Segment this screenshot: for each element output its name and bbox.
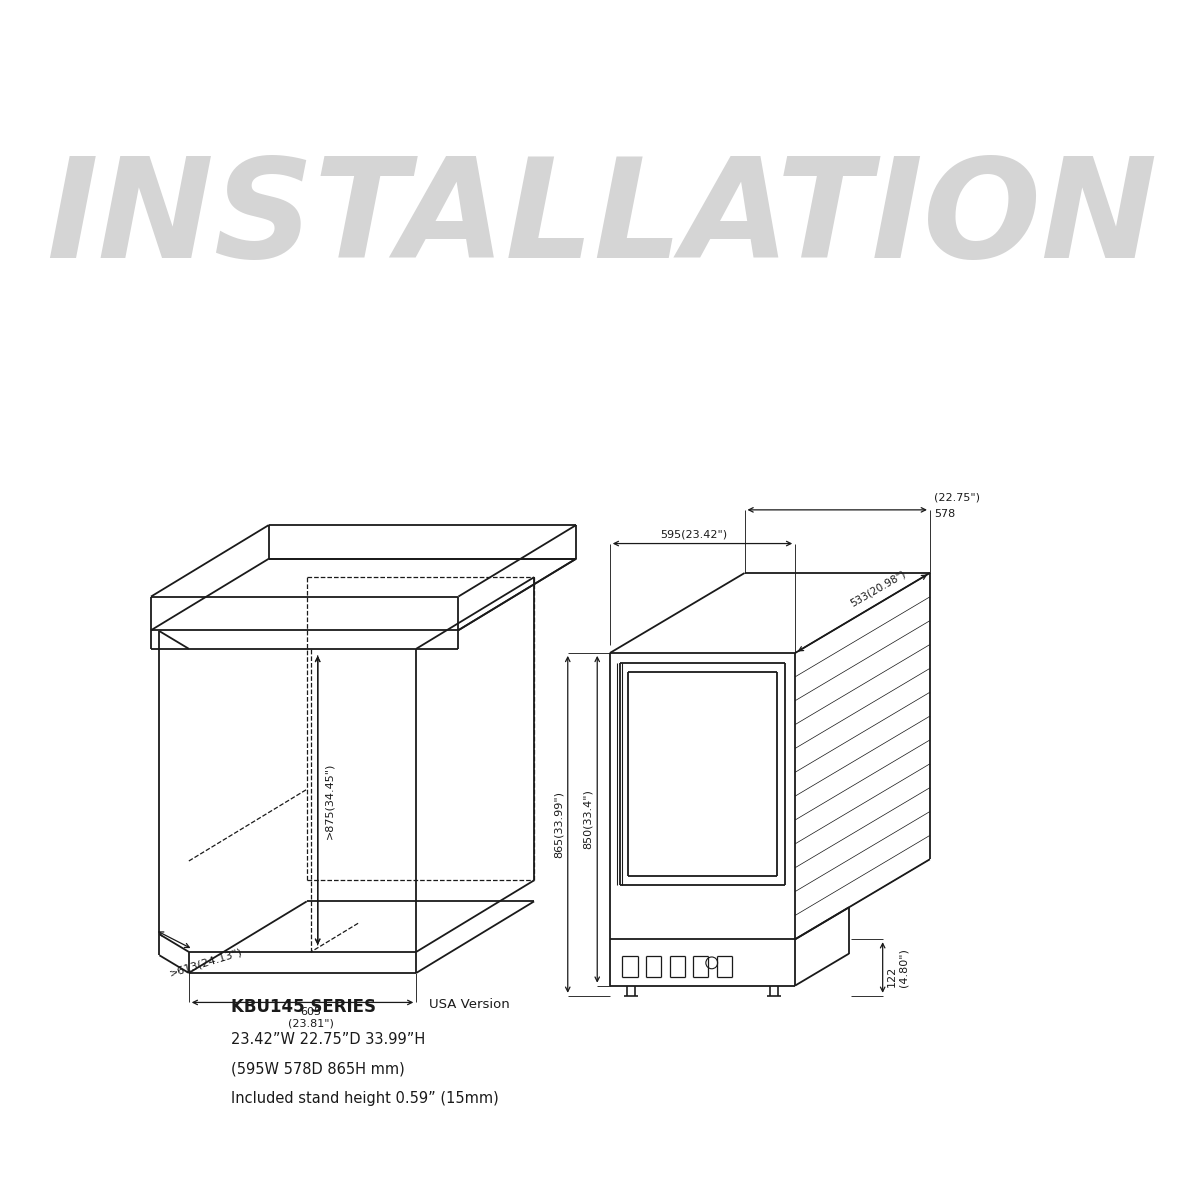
- Text: >613(24.13"): >613(24.13"): [168, 947, 244, 979]
- Text: INSTALLATION: INSTALLATION: [46, 152, 1157, 287]
- Text: 23.42”W 22.75”D 33.99”H: 23.42”W 22.75”D 33.99”H: [230, 1032, 425, 1046]
- Text: 865(33.99"): 865(33.99"): [553, 791, 564, 858]
- Text: Included stand height 0.59” (15mm): Included stand height 0.59” (15mm): [230, 1091, 499, 1106]
- Text: (22.75"): (22.75"): [934, 492, 980, 503]
- Text: 595(23.42"): 595(23.42"): [660, 529, 727, 539]
- Text: KBU145 SERIES: KBU145 SERIES: [230, 998, 376, 1016]
- Text: 605
(23.81"): 605 (23.81"): [288, 1007, 334, 1028]
- Text: USA Version: USA Version: [428, 998, 510, 1012]
- Text: 533(20.98"): 533(20.98"): [848, 568, 907, 608]
- Text: 850(33.4"): 850(33.4"): [583, 790, 593, 850]
- Text: 578: 578: [934, 509, 955, 520]
- Text: 122
(4.80"): 122 (4.80"): [887, 948, 908, 986]
- Text: (595W 578D 865H mm): (595W 578D 865H mm): [230, 1061, 404, 1076]
- Text: >875(34.45"): >875(34.45"): [324, 762, 335, 839]
